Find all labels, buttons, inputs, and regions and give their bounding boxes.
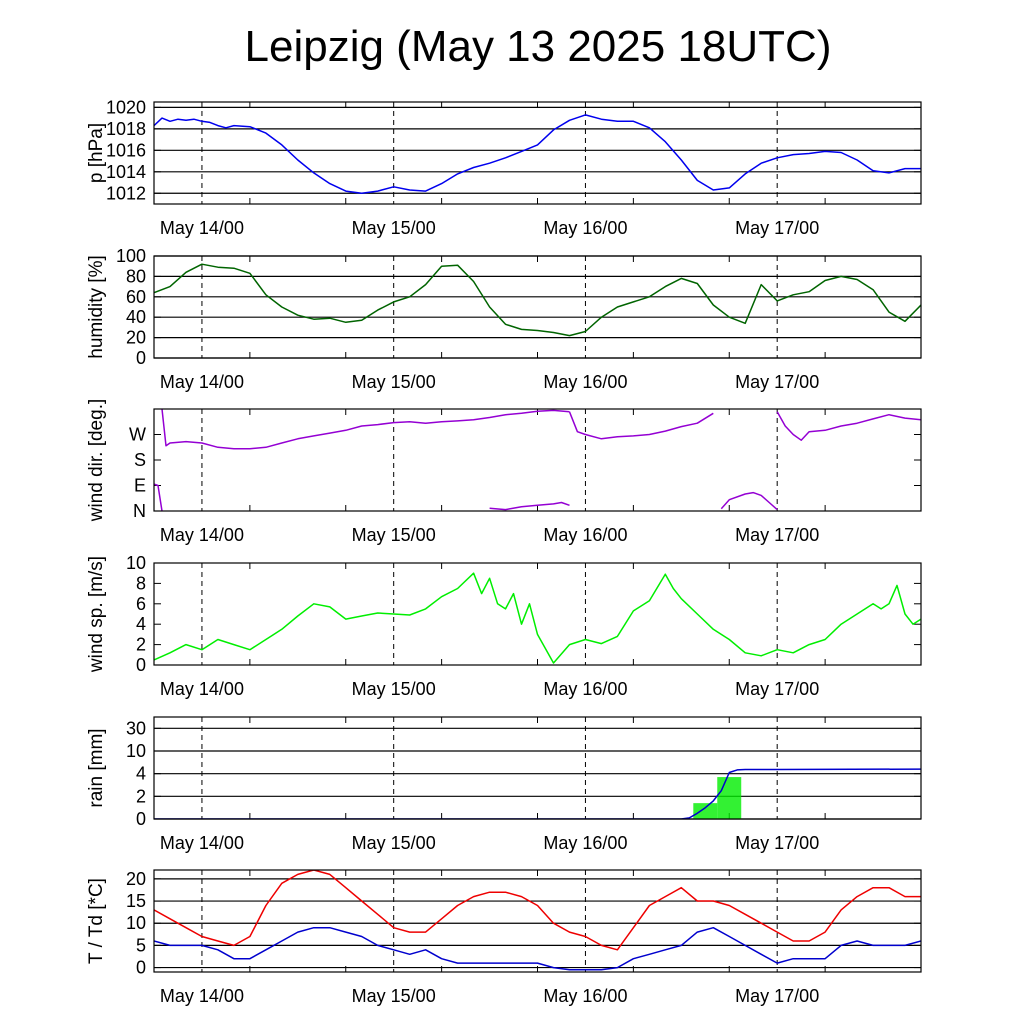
series-line-1	[720, 491, 778, 511]
x-tick-label: May 17/00	[735, 679, 819, 699]
x-tick-label: May 16/00	[543, 986, 627, 1006]
panel-frame	[153, 408, 922, 512]
y-tick-label: 10	[126, 553, 146, 573]
x-tick-label: May 14/00	[160, 833, 244, 853]
x-tick-label: May 17/00	[735, 525, 819, 545]
x-tick-label: May 17/00	[735, 372, 819, 392]
x-tick-label: May 17/00	[735, 986, 819, 1006]
y-tick-label: 2	[136, 635, 146, 655]
y-axis-title: p [hPa]	[86, 123, 107, 183]
y-axis-title: wind dir. [deg.]	[86, 399, 107, 523]
y-tick-label: S	[134, 450, 146, 470]
y-tick-label: 80	[126, 266, 146, 286]
y-tick-label: 2	[136, 786, 146, 806]
rain-bar	[693, 803, 718, 819]
y-tick-label: E	[134, 476, 146, 496]
rain-bar	[717, 777, 742, 819]
y-tick-label: 0	[136, 958, 146, 978]
page-title: Leipzig (May 13 2025 18UTC)	[244, 22, 832, 71]
x-tick-label: May 15/00	[352, 525, 436, 545]
y-tick-label: 4	[136, 614, 146, 634]
series-line-1	[776, 411, 921, 441]
x-tick-label: May 17/00	[735, 218, 819, 238]
y-tick-label: N	[133, 501, 146, 521]
x-tick-label: May 15/00	[352, 372, 436, 392]
series-line-1	[489, 501, 570, 511]
y-tick-label: 1018	[106, 119, 146, 139]
x-tick-label: May 15/00	[352, 218, 436, 238]
series-line-2	[154, 926, 921, 971]
series-line-1	[568, 411, 714, 440]
panel-frame	[153, 869, 922, 973]
y-tick-label: W	[129, 425, 146, 445]
plot-area	[154, 114, 921, 195]
y-tick-label: 1012	[106, 183, 146, 203]
y-tick-label: 20	[126, 869, 146, 889]
x-tick-label: May 14/00	[160, 986, 244, 1006]
y-tick-label: 1020	[106, 97, 146, 117]
series-line-1	[161, 409, 570, 450]
x-tick-label: May 14/00	[160, 525, 244, 545]
y-axis-title: humidity [%]	[86, 255, 107, 358]
y-tick-label: 5	[136, 935, 146, 955]
y-tick-label: 8	[136, 573, 146, 593]
y-tick-label: 0	[136, 809, 146, 829]
y-tick-label: 1016	[106, 140, 146, 160]
panel-5: 0 24 10 30 May 14/00 May 15/00 May 16/00 May 17…	[86, 716, 922, 853]
y-tick-label: 4	[136, 764, 146, 784]
plot-area	[154, 263, 921, 337]
y-tick-label: 20	[126, 328, 146, 348]
y-tick-label: 60	[126, 287, 146, 307]
y-tick-label: 0	[136, 348, 146, 368]
plot-area	[154, 409, 921, 511]
x-tick-label: May 16/00	[543, 525, 627, 545]
series-line-1	[154, 572, 921, 664]
panel-frame	[153, 255, 922, 359]
y-tick-label: 15	[126, 891, 146, 911]
plot-area	[154, 768, 921, 819]
x-tick-label: May 15/00	[352, 986, 436, 1006]
x-tick-label: May 16/00	[543, 372, 627, 392]
y-axis-title: wind sp. [m/s]	[86, 556, 107, 673]
y-tick-label: 1014	[106, 162, 146, 182]
y-tick-label: 10	[126, 913, 146, 933]
x-tick-label: May 14/00	[160, 372, 244, 392]
x-tick-label: May 17/00	[735, 833, 819, 853]
series-line-1	[154, 483, 163, 511]
y-tick-label: 6	[136, 594, 146, 614]
panel-frame	[153, 101, 922, 205]
series-line-1	[154, 263, 921, 337]
y-axis-title: T / Td [*C]	[86, 878, 107, 964]
panel-frame	[153, 716, 922, 820]
series-line-1	[154, 870, 921, 951]
x-tick-label: May 14/00	[160, 679, 244, 699]
y-tick-label: 30	[126, 718, 146, 738]
y-tick-label: 40	[126, 307, 146, 327]
series-line-1	[154, 114, 921, 195]
y-axis-title: rain [mm]	[86, 728, 107, 807]
x-tick-label: May 16/00	[543, 218, 627, 238]
y-tick-label: 10	[126, 741, 146, 761]
y-tick-label: 100	[116, 246, 146, 266]
x-tick-label: May 16/00	[543, 833, 627, 853]
y-tick-label: 0	[136, 655, 146, 675]
plot-area	[154, 870, 921, 971]
x-tick-label: May 14/00	[160, 218, 244, 238]
series-line-2	[154, 768, 921, 819]
x-tick-label: May 15/00	[352, 679, 436, 699]
plot-area	[154, 572, 921, 664]
panel-frame	[153, 562, 922, 666]
x-tick-label: May 16/00	[543, 679, 627, 699]
x-tick-label: May 15/00	[352, 833, 436, 853]
